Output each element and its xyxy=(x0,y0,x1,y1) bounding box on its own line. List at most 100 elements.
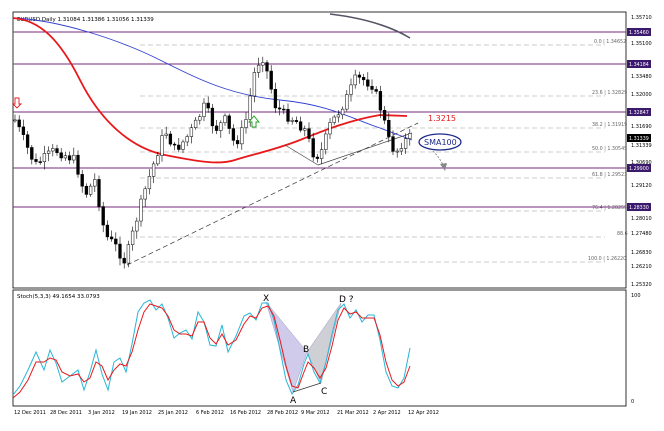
candle-body xyxy=(160,135,164,156)
candle-body xyxy=(156,155,160,165)
time-label: 12 Apr 2012 xyxy=(408,410,439,416)
fib-labels: 0.0 | 1.34652 23.6 | 1.32829 38.2 | 1.31… xyxy=(588,39,628,262)
candle-body xyxy=(227,115,231,129)
time-label: 2 Apr 2012 xyxy=(373,410,401,416)
level-badge-label: 1.31339 xyxy=(629,136,649,142)
candle-body xyxy=(118,243,122,259)
sma-slow-line xyxy=(12,17,413,141)
candle-body xyxy=(93,179,97,187)
price-label: 1.35100 xyxy=(631,41,652,47)
time-label: 16 Feb 2012 xyxy=(230,410,261,416)
candle-body xyxy=(395,150,399,153)
candle-body xyxy=(294,120,299,122)
candle-body xyxy=(286,109,290,122)
pattern-label-a: A xyxy=(290,396,297,406)
candle-body xyxy=(324,133,328,150)
candle-body xyxy=(277,107,282,110)
candle-body xyxy=(198,116,202,121)
trendline-solid xyxy=(284,144,319,166)
price-label: 1.27480 xyxy=(631,231,652,237)
sma-fast-line xyxy=(12,17,408,164)
candle-body xyxy=(72,154,76,161)
candle-body xyxy=(189,127,194,137)
candle-body xyxy=(164,133,168,136)
fib-label: 38.2 | 1.31919 xyxy=(592,122,627,128)
candle-body xyxy=(76,154,80,175)
candle-body xyxy=(408,133,412,139)
price-scale: 1.35710 1.35100 1.33480 1.32000 1.31690 … xyxy=(631,15,652,288)
price-label: 1.32000 xyxy=(631,92,652,98)
candle-body xyxy=(399,148,404,152)
level-badge xyxy=(627,108,651,116)
candle-body xyxy=(265,62,269,72)
price-label: 1.35710 xyxy=(631,15,652,21)
candle-body xyxy=(59,152,63,159)
candle-body xyxy=(30,147,34,160)
level-badge xyxy=(627,28,651,36)
candle-body xyxy=(244,119,248,128)
level-badge-label: 1.35460 xyxy=(629,30,649,36)
candle-body xyxy=(298,121,303,131)
candle-body xyxy=(303,128,307,131)
fib-label: 88.6 xyxy=(617,231,628,237)
candle-body xyxy=(55,148,59,153)
candle-body xyxy=(345,94,349,110)
candle-body xyxy=(311,138,315,158)
price-label: 1.30690 xyxy=(631,160,652,166)
pattern-label-d: D ? xyxy=(339,295,354,305)
candle-body xyxy=(361,77,366,81)
time-label: 25 Jan 2012 xyxy=(158,410,188,416)
fib-label: 100.0 | 1.26220 xyxy=(588,256,626,262)
candle-body xyxy=(185,136,189,143)
pattern-label-b: B xyxy=(303,345,309,355)
candle-body xyxy=(202,102,206,117)
candle-body xyxy=(63,155,68,159)
pattern-leg-ac xyxy=(292,382,322,393)
candle-body xyxy=(34,159,38,162)
price-label: 1.33480 xyxy=(631,74,652,80)
candle-body xyxy=(391,136,395,152)
level-badge-label: 1.28330 xyxy=(629,205,649,211)
fib-label: 23.6 | 1.32829 xyxy=(592,90,627,96)
fib-label: 76.4 | 1.28255 xyxy=(592,205,627,211)
candle-body xyxy=(357,74,362,78)
candle-body xyxy=(248,95,252,120)
candle-body xyxy=(231,128,236,141)
pattern-label-x: X xyxy=(263,294,269,304)
candle-body xyxy=(273,89,278,109)
candle-body xyxy=(38,161,42,163)
candle-body xyxy=(13,119,17,122)
candle-body xyxy=(168,133,173,145)
time-label: 28 Dec 2011 xyxy=(50,410,82,416)
stoch-main-line xyxy=(12,299,411,396)
candle-body xyxy=(193,119,198,128)
candle-body xyxy=(17,119,21,128)
candle-body xyxy=(240,127,244,145)
support-resistance-levels: 1.35460 1.34184 1.32847 1.31339 1.29900 … xyxy=(13,28,651,211)
candle-body xyxy=(315,156,320,159)
candle-body xyxy=(172,143,177,146)
trendline-solid xyxy=(317,132,413,166)
candle-body xyxy=(109,236,114,240)
fib-label: 61.8 | 1.29523 xyxy=(592,172,627,178)
candle-body xyxy=(290,120,294,122)
candle-body xyxy=(177,144,181,150)
fib-label: 50.0 | 1.30545 xyxy=(592,146,627,152)
candle-body xyxy=(67,155,72,161)
candle-body xyxy=(114,238,118,245)
candle-body xyxy=(214,125,219,131)
fib-label: 0.0 | 1.34652 xyxy=(594,39,626,45)
candle-body xyxy=(252,72,257,97)
time-label: 3 Jan 2012 xyxy=(88,410,115,416)
sma-long-line xyxy=(329,13,411,39)
chart-title: EURUSD,Daily 1.31084 1.31386 1.31056 1.3… xyxy=(17,17,154,23)
time-label: 21 Mar 2012 xyxy=(337,410,369,416)
candle-body xyxy=(88,185,93,195)
candle-body xyxy=(382,109,387,121)
price-label: 1.26830 xyxy=(631,250,652,256)
price-label: 1.31690 xyxy=(631,124,652,130)
candle-body xyxy=(374,89,378,92)
candlestick-series xyxy=(13,56,412,269)
candle-body xyxy=(51,148,55,152)
